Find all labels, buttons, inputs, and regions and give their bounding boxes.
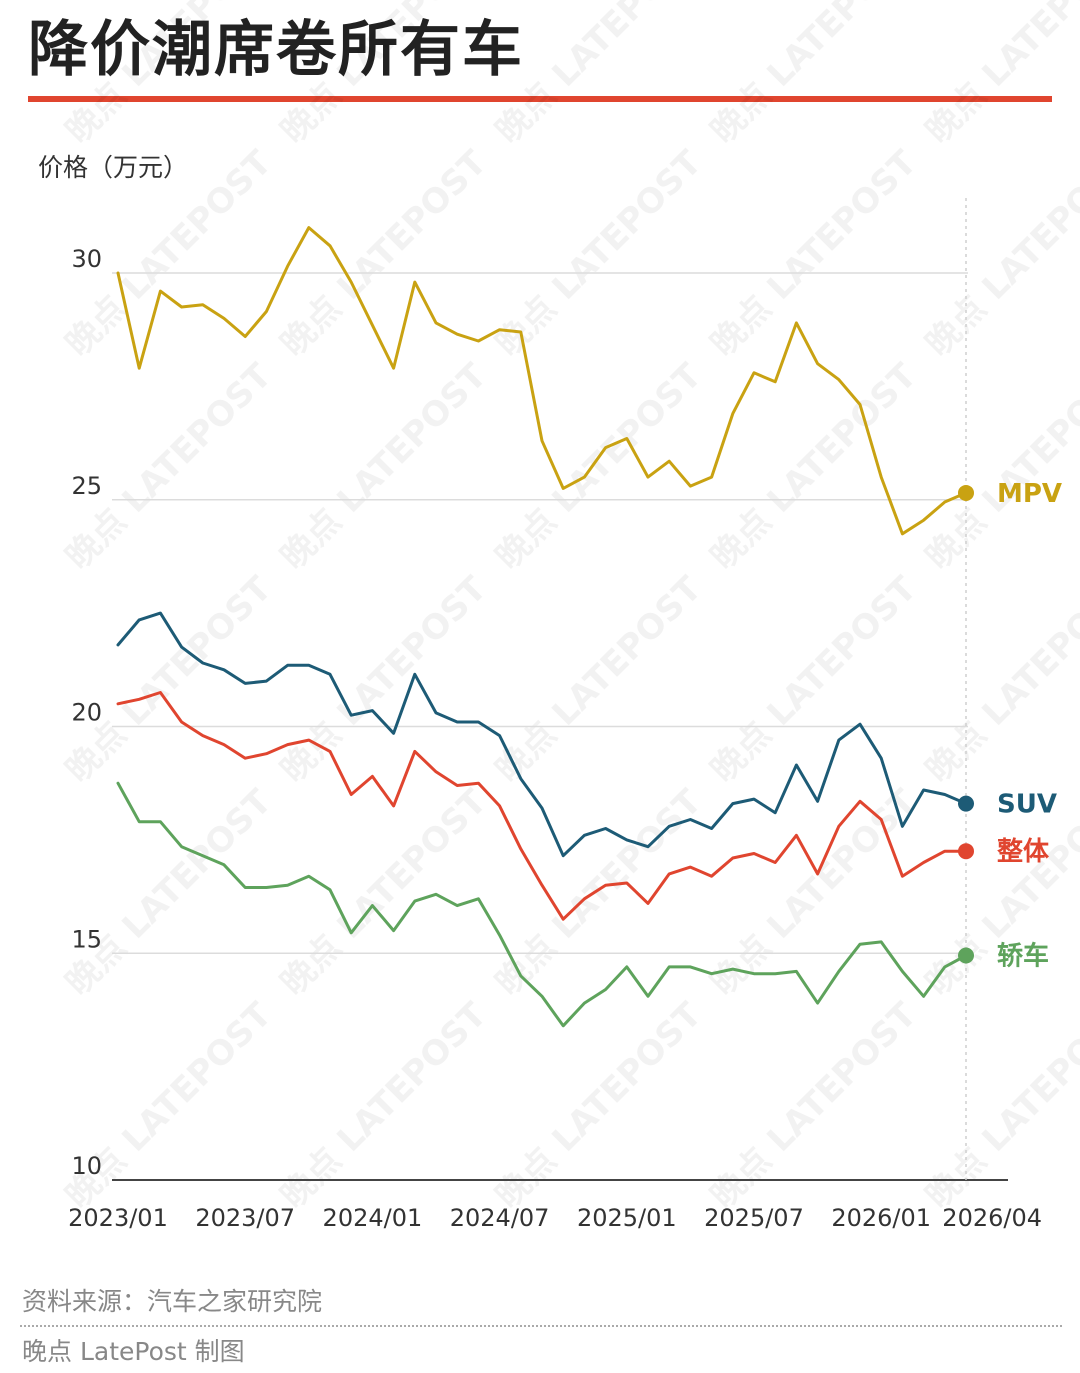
gridlines (112, 198, 1008, 1181)
y-tick-label: 25 (71, 472, 102, 500)
watermark-text: 晚点 LATEPOST (703, 994, 925, 1216)
watermark-text: 晚点 LATEPOST (273, 355, 495, 577)
x-tick-label: 2025/07 (704, 1204, 804, 1232)
x-tick-label: 2025/01 (577, 1204, 677, 1232)
x-tick-label: 2024/07 (450, 1204, 550, 1232)
watermark-text: 晚点 LATEPOST (488, 568, 710, 790)
watermark-text: 晚点 LATEPOST (58, 0, 280, 151)
watermark-text: 晚点 LATEPOST (273, 994, 495, 1216)
watermark-text: 晚点 LATEPOST (273, 142, 495, 364)
watermark-text: 晚点 LATEPOST (703, 0, 925, 151)
series-label: 整体 (997, 836, 1050, 867)
series-line (116, 691, 968, 921)
watermark-text: 晚点 LATEPOST (273, 0, 495, 151)
watermark-text: 晚点 LATEPOST (703, 355, 925, 577)
title-underline (28, 96, 1052, 102)
chart-credit: 晚点 LatePost 制图 (22, 1337, 245, 1366)
watermark-text: 晚点 LATEPOST (273, 781, 495, 1003)
series-line (116, 781, 968, 1028)
series-end-marker (958, 795, 974, 812)
watermark-text: 晚点 LATEPOST (58, 994, 280, 1216)
x-tick-label: 2023/01 (68, 1204, 168, 1232)
footer-divider (20, 1325, 1062, 1327)
watermark-text: 晚点 LATEPOST (703, 142, 925, 364)
data-source: 资料来源：汽车之家研究院 (22, 1287, 323, 1316)
x-tick-label: 2026/01 (831, 1204, 931, 1232)
watermark-text: 晚点 LATEPOST (918, 0, 1080, 151)
series-label: 轿车 (997, 941, 1049, 972)
series-line (116, 226, 968, 536)
x-tick-label: 2023/07 (195, 1204, 295, 1232)
watermark-text: 晚点 LATEPOST (918, 142, 1080, 364)
watermark-text: 晚点 LATEPOST (918, 355, 1080, 577)
series-end-marker (958, 947, 974, 964)
watermark-text: 晚点 LATEPOST (918, 994, 1080, 1216)
x-axis-ticks: 2023/01 2023/07 2024/01 2024/07 2025/01 2025/… (68, 1204, 1042, 1232)
y-axis-unit-label: 价格（万元） (38, 153, 189, 182)
watermark-text: 晚点 LATEPOST (488, 994, 710, 1216)
y-tick-label: 15 (71, 925, 102, 953)
x-tick-label: 2026/04 (942, 1204, 1042, 1232)
watermark-text: 晚点 LATEPOST (488, 0, 710, 151)
watermark-text: 晚点 LATEPOST (703, 568, 925, 790)
watermark-text: 晚点 LATEPOST (918, 568, 1080, 790)
y-tick-label: 20 (71, 699, 102, 727)
y-tick-label: 30 (71, 245, 102, 273)
y-tick-label: 10 (71, 1152, 102, 1180)
series-endpoints (958, 484, 974, 964)
series-label: MPV (997, 479, 1062, 509)
watermark-text: 晚点 LATEPOST (488, 355, 710, 577)
watermark-text: 晚点 LATEPOST (58, 355, 280, 577)
series-lines (116, 226, 968, 1028)
watermark-text: 晚点 LATEPOST (58, 781, 280, 1003)
series-label: SUV (997, 790, 1057, 820)
series-end-marker (958, 843, 974, 860)
watermark-text: 晚点 LATEPOST (488, 781, 710, 1003)
series-end-marker (958, 484, 974, 501)
series-line (116, 611, 968, 858)
watermark-text: 晚点 LATEPOST (273, 568, 495, 790)
y-axis-ticks: 10 15 20 25 30 (71, 245, 102, 1180)
chart-title: 降价潮席卷所有车 (28, 15, 524, 85)
x-tick-label: 2024/01 (323, 1204, 423, 1232)
